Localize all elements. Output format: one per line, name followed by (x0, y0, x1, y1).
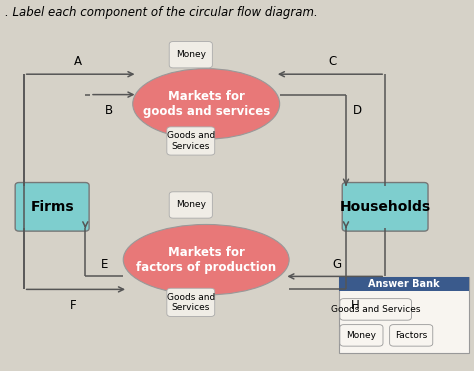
FancyBboxPatch shape (167, 127, 215, 155)
FancyBboxPatch shape (390, 325, 433, 346)
FancyBboxPatch shape (339, 277, 469, 291)
FancyBboxPatch shape (340, 299, 411, 320)
FancyBboxPatch shape (340, 325, 383, 346)
Text: Markets for
factors of production: Markets for factors of production (136, 246, 276, 274)
Text: Answer Bank: Answer Bank (368, 279, 440, 289)
FancyBboxPatch shape (169, 192, 212, 218)
Ellipse shape (133, 69, 280, 139)
Text: A: A (74, 55, 82, 68)
Text: D: D (353, 104, 362, 117)
FancyBboxPatch shape (342, 183, 428, 231)
Text: H: H (351, 299, 359, 312)
Text: G: G (333, 258, 342, 271)
Text: E: E (100, 258, 108, 271)
Text: Goods and
Services: Goods and Services (167, 131, 215, 151)
Text: Markets for
goods and services: Markets for goods and services (143, 90, 270, 118)
Text: F: F (70, 299, 77, 312)
Text: C: C (328, 55, 337, 68)
FancyBboxPatch shape (339, 277, 469, 353)
Text: Goods and Services: Goods and Services (331, 305, 420, 314)
Text: Firms: Firms (30, 200, 74, 214)
Text: Factors: Factors (395, 331, 428, 340)
Ellipse shape (123, 224, 289, 295)
Text: Households: Households (339, 200, 431, 214)
Text: Money: Money (176, 200, 206, 210)
Text: B: B (105, 104, 113, 117)
FancyBboxPatch shape (15, 183, 89, 231)
Text: Money: Money (176, 50, 206, 59)
Text: . Label each component of the circular flow diagram.: . Label each component of the circular f… (5, 6, 318, 19)
FancyBboxPatch shape (167, 288, 215, 316)
FancyBboxPatch shape (169, 42, 212, 68)
Text: Goods and
Services: Goods and Services (167, 293, 215, 312)
Text: Money: Money (346, 331, 376, 340)
